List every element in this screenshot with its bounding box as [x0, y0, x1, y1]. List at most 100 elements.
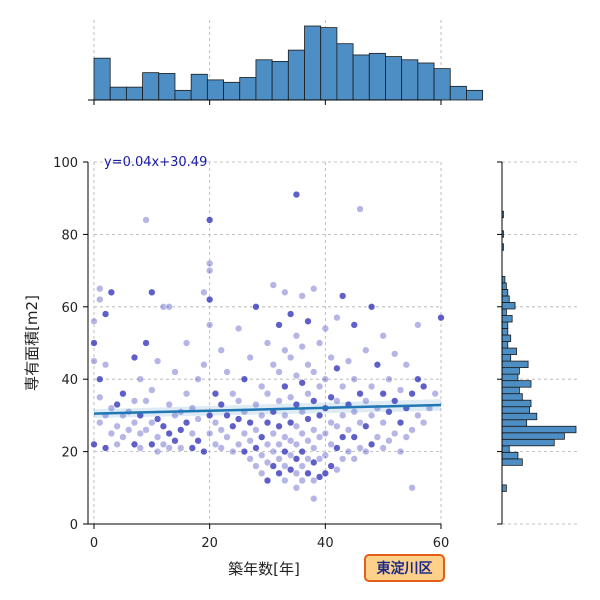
right-hist-bar — [501, 419, 528, 427]
scatter-point — [252, 462, 260, 470]
scatter-point — [402, 361, 410, 369]
scatter-point — [223, 411, 231, 420]
scatter-point — [90, 440, 98, 449]
scatter-point — [263, 458, 272, 467]
scatter-point — [327, 440, 335, 449]
scatter-point — [258, 469, 266, 477]
scatter-point — [333, 466, 341, 474]
top-hist-bar — [352, 54, 370, 101]
scatter-point — [101, 444, 110, 452]
top-hist-bar — [93, 57, 111, 101]
x-tick-label: 20 — [201, 536, 218, 551]
scatter-point — [130, 440, 139, 449]
scatter-point — [281, 382, 289, 391]
top-hist-bar — [255, 59, 273, 101]
scatter-point — [206, 295, 214, 304]
scatter-point — [298, 379, 306, 387]
scatter-point — [275, 455, 283, 463]
right-hist-bar — [501, 373, 519, 382]
scatter-point — [234, 397, 243, 405]
scatter-point — [367, 382, 376, 391]
scatter-point — [414, 375, 422, 383]
right-hist-bar — [501, 425, 577, 434]
scatter-point — [298, 342, 306, 351]
scatter-point — [402, 433, 410, 441]
scatter-point — [90, 339, 98, 347]
scatter-point — [142, 339, 150, 347]
right-hist-bar — [501, 321, 509, 329]
scatter-point — [310, 495, 318, 503]
y-tick-label: 100 — [53, 156, 78, 171]
x-axis-title: 築年数[年] — [228, 560, 300, 578]
scatter-point — [188, 429, 196, 438]
scatter-point — [362, 346, 370, 354]
top-hist-bar — [385, 56, 403, 101]
scatter-point — [159, 422, 168, 430]
scatter-point — [182, 390, 191, 398]
scatter-point — [142, 216, 150, 224]
scatter-point — [206, 429, 214, 438]
scatter-point — [339, 455, 347, 463]
scatter-point — [367, 411, 376, 420]
scatter-point — [269, 281, 277, 289]
right-hist-bar — [501, 328, 509, 336]
scatter-point — [252, 444, 260, 452]
scatter-point — [113, 400, 121, 409]
scatter-point — [362, 447, 370, 456]
right-hist-bar — [501, 315, 513, 323]
right-hist-bar — [501, 360, 529, 369]
scatter-point — [333, 444, 341, 452]
scatter-point — [211, 390, 220, 398]
scatter-point — [292, 440, 301, 449]
scatter-point — [159, 440, 168, 449]
scatter-point — [246, 353, 254, 362]
scatter-point — [356, 418, 364, 427]
scatter-point — [292, 484, 301, 492]
scatter-point — [148, 386, 156, 394]
scatter-point — [396, 418, 405, 427]
y-tick-labels: 0 20 40 60 80 100 — [53, 156, 78, 533]
scatter-point — [281, 288, 289, 296]
scatter-point — [142, 397, 150, 405]
scatter-point — [420, 418, 428, 427]
top-hist-bar — [401, 59, 419, 101]
scatter-point — [281, 411, 289, 420]
scatter-point — [281, 476, 289, 485]
scatter-point — [107, 429, 115, 438]
scatter-point — [136, 375, 144, 383]
scatter-point — [350, 433, 358, 441]
scatter-point — [339, 411, 347, 420]
scatter-point — [252, 426, 260, 434]
top-histogram — [88, 20, 484, 105]
right-hist-bar — [501, 334, 512, 342]
scatter-point — [206, 266, 214, 275]
scatter-point — [148, 440, 156, 449]
right-hist-bar — [501, 451, 519, 460]
scatter-point — [165, 303, 173, 311]
scatter-point — [286, 451, 295, 459]
scatter-point — [356, 444, 364, 452]
scatter-point — [333, 397, 341, 405]
scatter-point — [246, 418, 254, 427]
scatter-point — [211, 440, 220, 449]
scatter-point — [240, 429, 249, 438]
scatter-point — [362, 397, 370, 405]
scatter-point — [391, 429, 399, 438]
scatter-point — [362, 422, 370, 430]
right-hist-bar — [501, 302, 516, 310]
scatter-point — [90, 357, 98, 365]
scatter-point — [153, 415, 162, 423]
scatter-point — [165, 444, 173, 452]
scatter-point — [119, 433, 127, 441]
scatter-point — [327, 353, 335, 362]
scatter-point — [229, 390, 237, 398]
scatter-point — [286, 466, 295, 474]
scatter-point — [258, 382, 266, 391]
scatter-point — [153, 433, 162, 441]
scatter-point — [258, 451, 266, 459]
scatter-point — [142, 426, 150, 434]
scatter-point — [408, 426, 416, 434]
scatter-point — [281, 447, 289, 456]
scatter-point — [431, 390, 439, 398]
scatter-point — [321, 429, 329, 438]
